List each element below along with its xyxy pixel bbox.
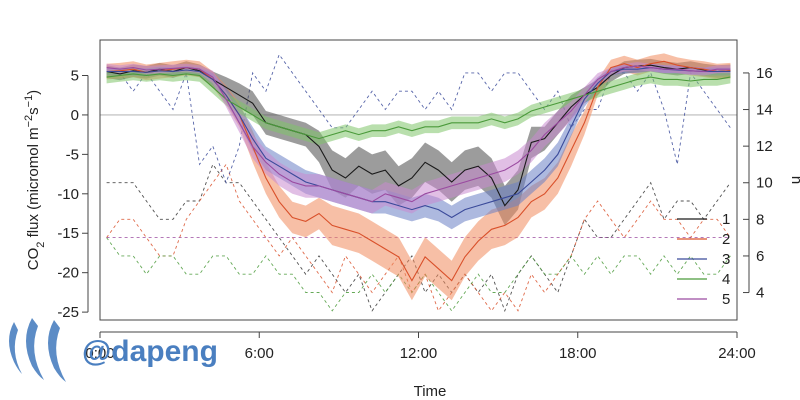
- x-tick-label: 12:00: [400, 345, 438, 362]
- series-band-2: [106, 53, 731, 301]
- legend-label-1: 1: [722, 211, 730, 228]
- y2-tick-label: 12: [756, 138, 773, 155]
- y2-tick-label: 6: [756, 248, 764, 265]
- y2-tick-label: 14: [756, 102, 773, 119]
- y2-tick-label: 16: [756, 65, 773, 82]
- plot-area: [100, 53, 737, 313]
- x-axis-title: Time: [414, 383, 447, 400]
- series-band-4: [106, 67, 731, 145]
- y-tick-label: -10: [57, 186, 79, 203]
- series-line-3: [106, 67, 731, 219]
- plot-frame: [99, 39, 738, 321]
- x-tick-label: 0:00: [85, 345, 114, 362]
- y-tick-label: -20: [57, 265, 79, 282]
- legend-label-3: 3: [722, 251, 730, 268]
- n-series-line-1: [106, 163, 731, 313]
- y2-tick-label: 10: [756, 175, 773, 192]
- series-line-5: [106, 65, 731, 203]
- y-axis-title-group: CO2 flux (micromol m−2s−1): [23, 90, 47, 270]
- y-tick-label: -5: [66, 146, 79, 163]
- x-tick-label: 24:00: [718, 345, 756, 362]
- y2-axis-title-group: n: [788, 176, 800, 184]
- y-tick-label: 0: [71, 107, 79, 124]
- watermark: @dapeng: [9, 318, 218, 382]
- legend: 1 2 3 4 5: [677, 211, 730, 308]
- y-tick-label: 5: [71, 67, 79, 84]
- y-axis-title: CO2 flux (micromol m−2s−1): [23, 90, 47, 270]
- y-tick-label: -15: [57, 225, 79, 242]
- steemit-logo-icon: [9, 318, 66, 382]
- x-tick-label: 18:00: [559, 345, 597, 362]
- y2-tick-label: 8: [756, 211, 764, 228]
- axes: 0:00 6:00 12:00 18:00 24:00 -25 -20 -15 -10 -5 0 5 4…: [57, 65, 772, 362]
- y-tick-label: -25: [57, 304, 79, 321]
- legend-label-5: 5: [722, 291, 730, 308]
- n-series-line-3: [106, 53, 731, 185]
- series-line-4: [106, 73, 731, 140]
- legend-label-2: 2: [722, 231, 730, 248]
- legend-label-4: 4: [722, 271, 730, 288]
- y2-axis-title: n: [788, 176, 800, 184]
- series-band-5: [106, 62, 731, 214]
- x-tick-label: 6:00: [245, 345, 274, 362]
- watermark-text: @dapeng: [82, 335, 218, 368]
- y2-tick-label: 4: [756, 285, 764, 302]
